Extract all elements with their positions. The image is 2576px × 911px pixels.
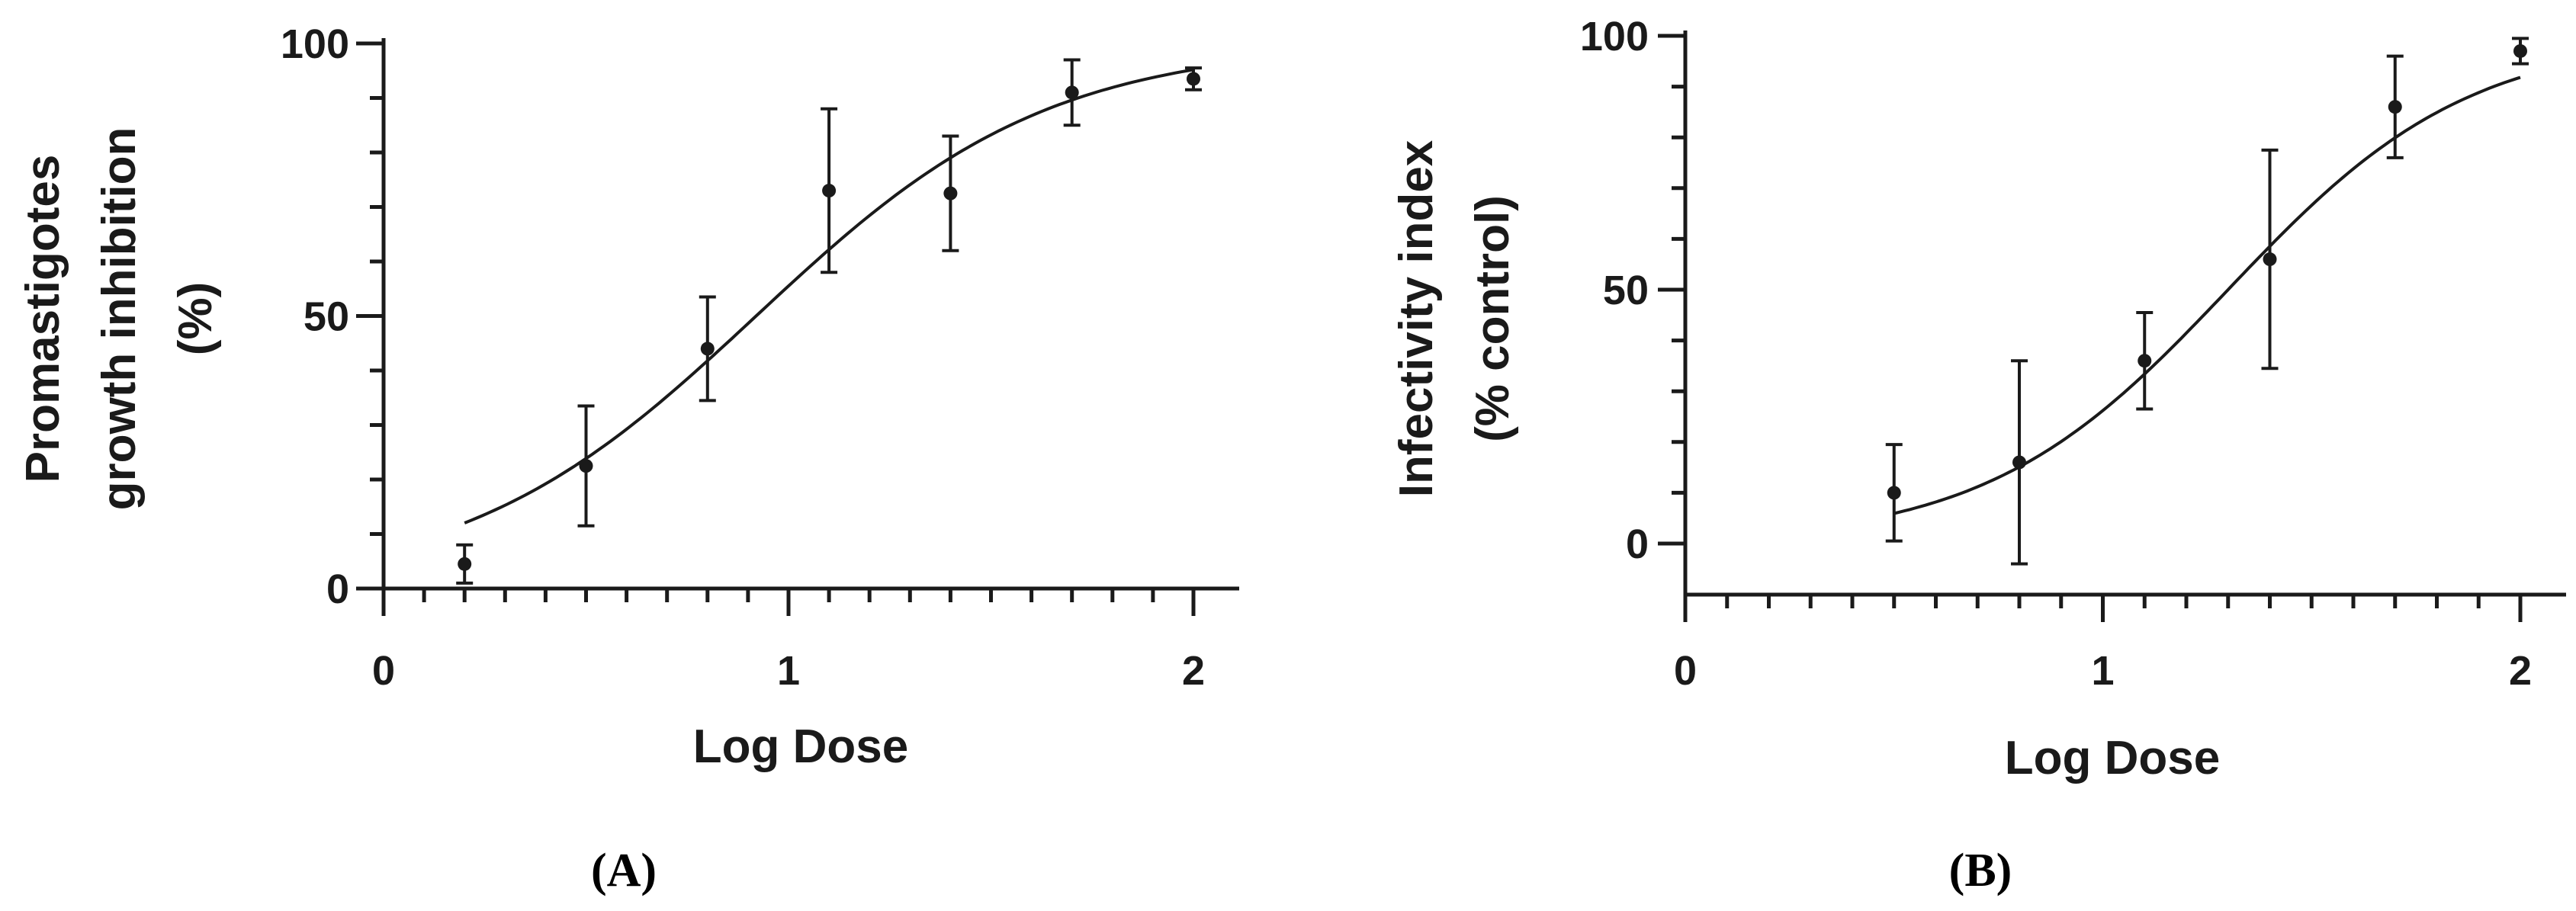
y-tick-label-a-50: 50 <box>304 294 349 340</box>
panel-label-a: (A) <box>591 845 657 897</box>
x-axis-title-a: Log Dose <box>693 720 908 773</box>
x-tick-label-a-0: 0 <box>372 648 395 694</box>
data-point-b-5 <box>2513 43 2527 58</box>
data-point-a-2 <box>700 342 715 356</box>
y-axis-title-b-line-1: Infectivity index <box>1390 140 1443 497</box>
data-point-a-3 <box>822 184 837 198</box>
chart-panel-b: Infectivity index (% control) Log Dose (… <box>1390 14 2566 897</box>
x-tick-label-b-0: 0 <box>1674 648 1697 694</box>
data-point-a-6 <box>1187 72 1200 86</box>
x-tick-label-b-1: 1 <box>2091 648 2114 694</box>
y-tick-label-b-50: 50 <box>1603 268 1649 313</box>
y-tick-label-b-0: 0 <box>1626 521 1649 567</box>
y-axis-title-b-line-2: (% control) <box>1466 195 1519 442</box>
data-point-b-4 <box>2388 100 2402 114</box>
x-tick-label-a-1: 1 <box>777 648 800 694</box>
data-point-a-1 <box>579 459 593 473</box>
y-axis-title-a-line-1: Promastigotes <box>17 155 69 483</box>
data-point-b-3 <box>2263 252 2277 267</box>
fit-curve-b <box>1893 75 2521 515</box>
data-point-b-0 <box>1887 486 1901 500</box>
data-point-a-0 <box>458 557 472 571</box>
x-tick-label-b-2: 2 <box>2509 648 2532 694</box>
y-tick-label-b-100: 100 <box>1580 14 1649 59</box>
x-tick-label-a-2: 2 <box>1182 648 1205 694</box>
data-point-b-1 <box>2012 455 2026 470</box>
y-tick-label-a-100: 100 <box>281 21 349 67</box>
panel-label-b: (B) <box>1949 845 2012 897</box>
y-axis-title-a-line-3: (%) <box>169 282 222 355</box>
data-point-a-4 <box>943 186 958 200</box>
chart-panel-a: Promastigotes growth inhibition (%) Log … <box>17 21 1239 897</box>
x-axis-title-b: Log Dose <box>2005 732 2220 784</box>
data-point-b-2 <box>2138 354 2152 368</box>
y-axis-title-a-line-2: growth inhibition <box>93 127 146 511</box>
data-point-a-5 <box>1065 85 1079 100</box>
y-tick-label-a-0: 0 <box>326 566 349 612</box>
